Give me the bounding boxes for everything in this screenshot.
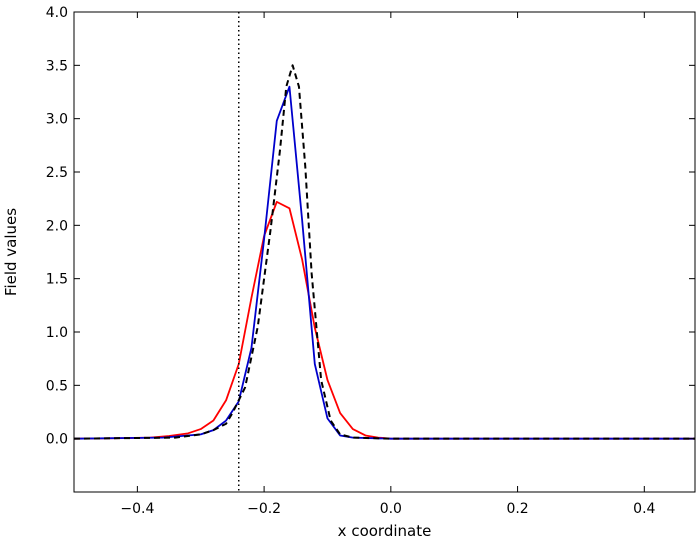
x-tick-label: −0.2 bbox=[247, 501, 281, 517]
y-tick-label: 0.0 bbox=[46, 432, 68, 448]
y-tick-label: 3.5 bbox=[46, 58, 68, 74]
series-line-3 bbox=[74, 64, 695, 440]
series-line-2 bbox=[74, 85, 695, 440]
y-tick-label: 2.0 bbox=[46, 218, 68, 234]
y-axis-label: Field values bbox=[2, 208, 20, 296]
series-line-1 bbox=[74, 200, 695, 440]
x-tick-label: 0.2 bbox=[506, 501, 528, 517]
y-tick-label: 4.0 bbox=[46, 5, 68, 21]
y-tick-label: 1.0 bbox=[46, 325, 68, 341]
x-tick-label: 0.0 bbox=[380, 501, 402, 517]
ticks-layer: −0.4 −0.2 0.0 0.2 0.4 0.0 0.5 1.0 1.5 2.0 2.5 3.0 3.… bbox=[46, 5, 695, 517]
x-tick-label: 0.4 bbox=[633, 501, 655, 517]
plot-frame bbox=[73, 11, 696, 493]
y-tick-label: 3.0 bbox=[46, 112, 68, 128]
y-tick-label: 0.5 bbox=[46, 378, 68, 394]
y-tick-label: 2.5 bbox=[46, 165, 68, 181]
series-layer bbox=[74, 64, 695, 440]
x-tick-label: −0.4 bbox=[120, 501, 154, 517]
y-tick-label: 1.5 bbox=[46, 272, 68, 288]
x-axis-label: x coordinate bbox=[338, 522, 432, 540]
